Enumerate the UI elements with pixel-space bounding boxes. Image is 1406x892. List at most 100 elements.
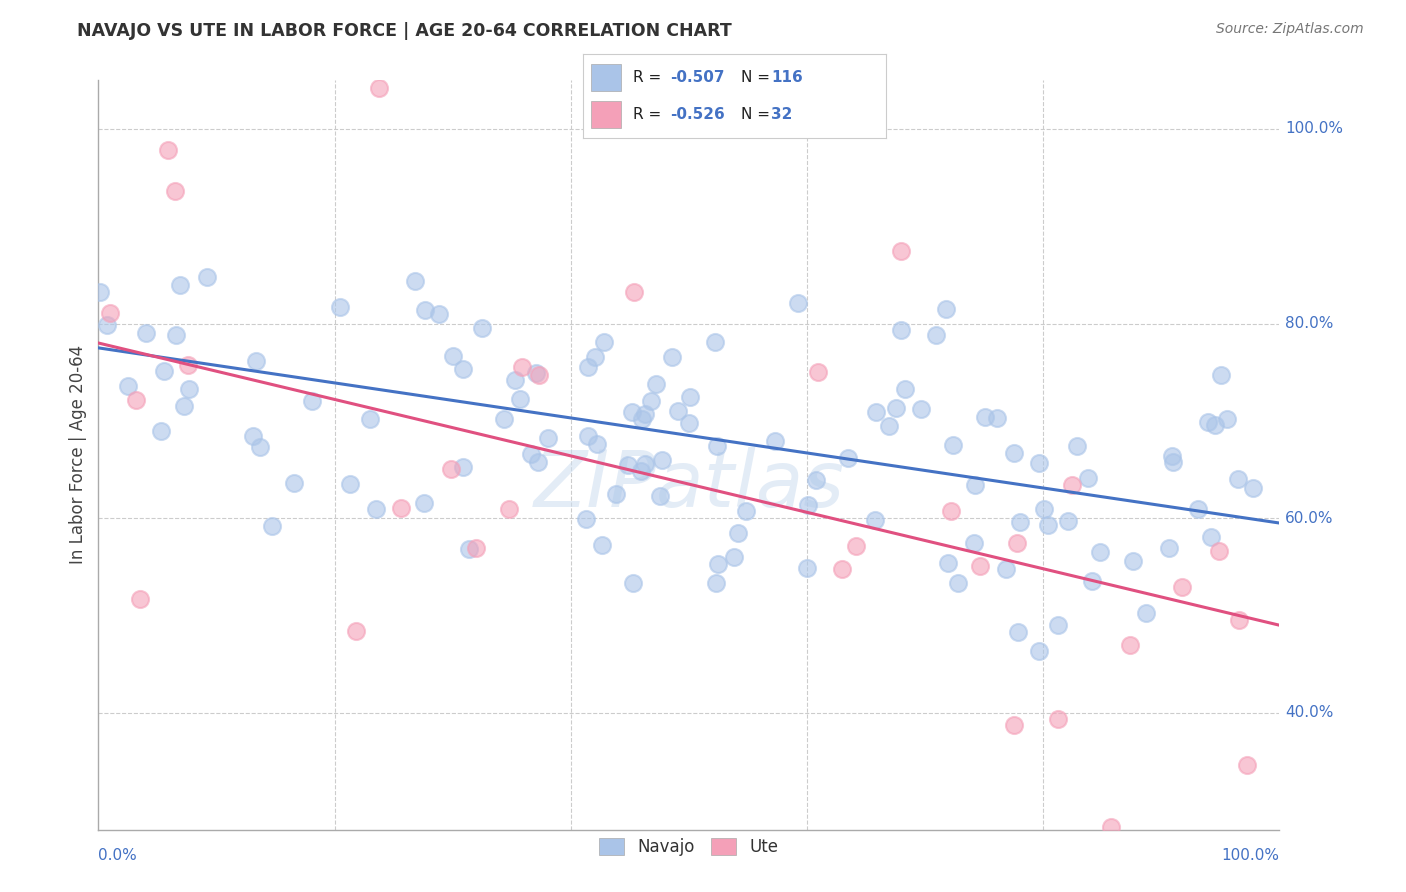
Point [1209,368,1232,382]
Point [666,404,689,418]
Point [1060,477,1083,491]
Point [498,502,520,516]
Point [165,328,187,343]
Point [117,379,139,393]
Point [723,550,745,565]
Point [969,558,991,573]
Point [359,412,381,426]
Text: R =: R = [633,107,666,122]
Point [413,302,436,317]
Point [245,353,267,368]
Point [894,382,917,396]
Point [1028,456,1050,470]
Point [1161,450,1184,464]
Point [704,334,727,349]
Point [631,412,654,426]
Point [524,366,547,380]
Point [510,359,533,374]
Point [963,536,986,550]
Point [704,575,727,590]
Text: 40.0%: 40.0% [1285,706,1334,720]
Point [645,377,668,392]
Point [936,557,959,571]
Point [796,498,818,512]
Point [1199,530,1222,544]
Point [948,575,970,590]
Point [1122,554,1144,568]
Point [283,475,305,490]
Point [735,504,758,518]
Point [925,328,948,343]
Point [262,519,284,533]
Point [630,464,652,478]
Point [884,401,907,415]
Point [1002,718,1025,732]
Point [605,486,627,500]
Text: 60.0%: 60.0% [1285,511,1334,525]
Point [1032,501,1054,516]
Point [963,478,986,492]
Point [727,526,749,541]
Point [96,318,118,333]
Point [1077,471,1099,485]
Point [413,496,436,510]
Point [986,411,1008,425]
Point [329,300,352,314]
Point [135,326,157,341]
Point [837,450,859,465]
Bar [591,101,621,128]
Point [621,405,644,419]
Text: 80.0%: 80.0% [1285,316,1334,331]
Point [125,392,148,407]
Point [440,462,463,476]
Point [1028,644,1050,658]
Point [1047,712,1070,726]
Point [877,419,900,434]
Point [706,557,728,571]
Point [591,538,613,552]
Point [831,562,853,576]
Point [890,244,912,258]
Text: R =: R = [633,70,666,85]
Point [1204,417,1226,432]
Text: Source: ZipAtlas.com: Source: ZipAtlas.com [1216,22,1364,37]
Text: -0.507: -0.507 [669,70,724,85]
Text: 100.0%: 100.0% [1222,848,1279,863]
Point [451,460,474,475]
Point [165,184,187,198]
Point [89,285,111,300]
Point [519,446,541,460]
Point [249,440,271,454]
Point [173,399,195,413]
Point [845,539,868,553]
Point [177,358,200,372]
Point [1227,472,1250,486]
Point [128,591,150,606]
Point [575,512,598,526]
Text: -0.526: -0.526 [669,107,724,122]
Point [1002,446,1025,460]
Point [1187,502,1209,516]
Point [177,382,200,396]
Point [494,411,516,425]
Point [1099,820,1122,834]
Point [942,438,965,452]
Point [651,453,673,467]
Point [863,513,886,527]
Point [621,576,644,591]
Point [427,307,450,321]
Point [441,349,464,363]
Text: 116: 116 [770,70,803,85]
Point [1216,412,1239,426]
Point [451,362,474,376]
Point [169,278,191,293]
Point [1036,518,1059,533]
Point [1208,544,1230,558]
Point [890,323,912,337]
Point [1057,514,1080,528]
Point [583,350,606,364]
Point [1171,580,1194,594]
Point [1197,415,1219,429]
Point [98,306,121,320]
Point [1007,625,1029,640]
